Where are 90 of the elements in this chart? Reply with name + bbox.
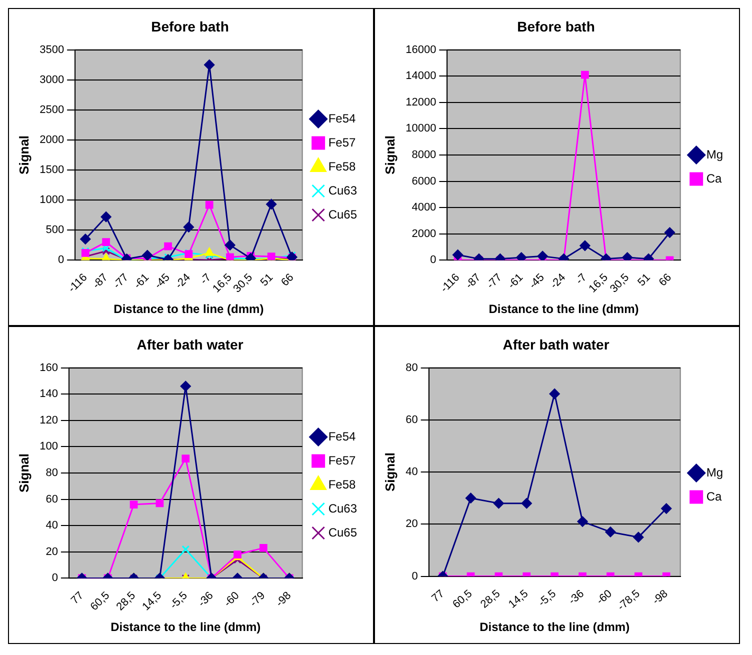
x-tick-label: 77	[69, 590, 86, 607]
x-tick-label: -116	[438, 272, 462, 296]
x-tick-label: -5,5	[168, 590, 190, 612]
legend-label: Fe58	[328, 477, 356, 492]
x-tick-label: -24	[173, 272, 193, 292]
y-tick-label: 160	[40, 362, 58, 374]
x-tick-label: 77	[430, 588, 447, 605]
x-tick-label: -77	[111, 272, 131, 292]
x-tick-label: -60	[222, 590, 242, 610]
y-tick-label: 2000	[412, 228, 436, 240]
y-tick-label: 500	[46, 224, 64, 236]
x-tick-label: 51	[636, 272, 653, 289]
x-tick-label: 66	[656, 272, 674, 289]
x-tick-label: -36	[196, 590, 216, 610]
x-tick-label: -77	[484, 272, 504, 292]
y-tick-label: 80	[406, 362, 418, 374]
legend-label: Fe54	[328, 111, 356, 126]
legend-label: Ca	[706, 489, 722, 504]
x-tick-label: -45	[527, 272, 547, 292]
y-tick-label: 1000	[40, 194, 64, 206]
y-tick-label: 1500	[40, 164, 64, 176]
x-tick-label: -60	[594, 588, 614, 608]
y-tick-label: 40	[406, 466, 418, 478]
y-tick-label: 60	[406, 414, 418, 426]
y-tick-label: 0	[412, 570, 418, 582]
x-tick-label: -7	[198, 272, 214, 287]
legend-label: Cu63	[328, 183, 358, 198]
x-axis-title: Distance to the line (dmm)	[114, 302, 264, 316]
y-tick-label: 6000	[412, 175, 436, 188]
x-tick-label: -98	[650, 588, 670, 608]
y-tick-label: 120	[40, 414, 58, 426]
y-tick-label: 8000	[412, 148, 436, 161]
legend-label: Fe58	[328, 159, 356, 174]
x-tick-label: -87	[464, 272, 484, 292]
legend-label: Fe57	[328, 453, 356, 468]
x-tick-label: -116	[66, 272, 90, 296]
y-tick-label: 140	[40, 388, 58, 400]
legend-label: Mg	[706, 147, 723, 162]
x-tick-label: -5,5	[536, 588, 558, 610]
x-tick-label: 60,5	[450, 588, 475, 611]
x-tick-label: -61	[506, 272, 526, 292]
x-tick-label: -61	[132, 272, 152, 292]
y-tick-label: 3500	[40, 44, 64, 56]
x-tick-label: 14,5	[506, 588, 531, 611]
x-axis-title: Distance to the line (dmm)	[488, 302, 639, 316]
y-tick-label: 2500	[40, 104, 64, 116]
y-axis-title: Signal	[382, 452, 398, 492]
y-axis-title: Signal	[16, 135, 32, 174]
y-tick-label: 80	[46, 467, 58, 480]
x-tick-label: -24	[548, 272, 568, 292]
y-axis-title: Signal	[16, 453, 32, 493]
x-tick-label: -45	[152, 272, 172, 292]
y-tick-label: 100	[40, 440, 58, 453]
legend-label: Ca	[706, 171, 722, 186]
y-tick-label: 12000	[406, 96, 436, 108]
x-tick-label: 66	[279, 272, 296, 289]
legend-label: Fe54	[328, 429, 356, 444]
x-tick-label: -79	[248, 590, 268, 610]
y-tick-label: 10000	[406, 122, 436, 135]
legend-label: Cu63	[328, 501, 358, 516]
y-tick-label: 3000	[40, 74, 64, 86]
x-axis-title: Distance to the line (dmm)	[110, 620, 261, 634]
chart-title: After bath water	[502, 336, 610, 352]
y-tick-label: 40	[46, 520, 58, 532]
y-tick-label: 0	[430, 254, 436, 266]
x-tick-label: 51	[258, 272, 276, 289]
chart-title: Before bath	[517, 18, 595, 34]
x-tick-label: -98	[274, 590, 294, 610]
y-tick-label: 4000	[412, 202, 436, 214]
legend-label: Cu65	[328, 207, 358, 222]
y-tick-label: 0	[52, 572, 58, 584]
x-tick-label: 28,5	[478, 588, 503, 611]
y-tick-label: 20	[406, 518, 418, 530]
y-tick-label: 0	[58, 254, 64, 266]
chart-title: After bath water	[136, 336, 244, 352]
y-tick-label: 20	[46, 546, 58, 558]
legend-label: Mg	[706, 465, 723, 480]
chart-title: Before bath	[151, 18, 229, 34]
y-tick-label: 60	[46, 493, 58, 506]
y-axis-title: Signal	[382, 135, 398, 174]
y-tick-label: 14000	[406, 70, 436, 82]
x-tick-label: -87	[90, 272, 110, 292]
x-tick-label: 60,5	[88, 590, 112, 614]
y-tick-label: 16000	[406, 44, 436, 56]
x-axis-title: Distance to the line (dmm)	[480, 620, 630, 634]
legend-label: Fe57	[328, 135, 356, 150]
y-tick-label: 2000	[40, 134, 64, 146]
legend-label: Cu65	[328, 525, 358, 540]
x-tick-label: -7	[574, 272, 590, 287]
x-tick-label: -36	[566, 588, 586, 608]
